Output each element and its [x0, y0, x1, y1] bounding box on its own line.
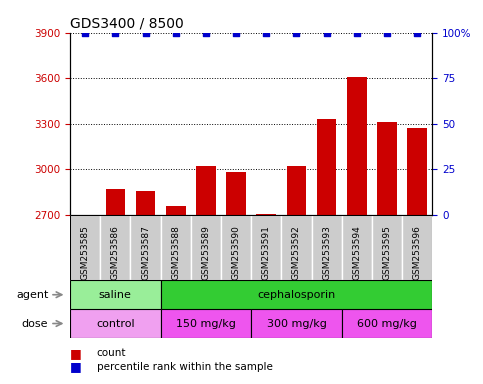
- Bar: [70, 215, 100, 280]
- Point: [413, 30, 421, 36]
- Text: dose: dose: [22, 318, 48, 329]
- Bar: [160, 280, 432, 309]
- Bar: [136, 191, 156, 215]
- Bar: [317, 119, 337, 215]
- Bar: [342, 215, 372, 280]
- Bar: [160, 309, 251, 338]
- Bar: [407, 128, 427, 215]
- Text: ■: ■: [70, 360, 82, 373]
- Text: GSM253585: GSM253585: [81, 225, 90, 280]
- Bar: [226, 172, 246, 215]
- Text: agent: agent: [16, 290, 48, 300]
- Bar: [221, 215, 251, 280]
- Bar: [251, 309, 342, 338]
- Bar: [160, 215, 191, 280]
- Point: [262, 30, 270, 36]
- Text: saline: saline: [99, 290, 132, 300]
- Text: GSM253590: GSM253590: [231, 225, 241, 280]
- Point: [142, 30, 149, 36]
- Bar: [166, 206, 185, 215]
- Text: percentile rank within the sample: percentile rank within the sample: [97, 362, 272, 372]
- Bar: [342, 309, 432, 338]
- Point: [202, 30, 210, 36]
- Point: [383, 30, 391, 36]
- Bar: [256, 214, 276, 215]
- Text: 600 mg/kg: 600 mg/kg: [357, 318, 417, 329]
- Bar: [191, 215, 221, 280]
- Text: GSM253591: GSM253591: [262, 225, 271, 280]
- Text: GSM253593: GSM253593: [322, 225, 331, 280]
- Bar: [312, 215, 342, 280]
- Text: GSM253594: GSM253594: [352, 225, 361, 280]
- Text: GSM253589: GSM253589: [201, 225, 211, 280]
- Text: ■: ■: [70, 347, 82, 360]
- Bar: [281, 215, 312, 280]
- Point: [172, 30, 180, 36]
- Point: [112, 30, 119, 36]
- Bar: [70, 280, 160, 309]
- Point: [293, 30, 300, 36]
- Text: control: control: [96, 318, 135, 329]
- Text: GSM253587: GSM253587: [141, 225, 150, 280]
- Bar: [196, 166, 216, 215]
- Text: 300 mg/kg: 300 mg/kg: [267, 318, 327, 329]
- Text: GSM253596: GSM253596: [412, 225, 422, 280]
- Bar: [402, 215, 432, 280]
- Bar: [130, 215, 160, 280]
- Bar: [372, 215, 402, 280]
- Bar: [377, 122, 397, 215]
- Text: 150 mg/kg: 150 mg/kg: [176, 318, 236, 329]
- Bar: [105, 189, 125, 215]
- Point: [81, 30, 89, 36]
- Text: GSM253592: GSM253592: [292, 225, 301, 280]
- Text: GSM253595: GSM253595: [383, 225, 392, 280]
- Point: [353, 30, 361, 36]
- Text: GSM253586: GSM253586: [111, 225, 120, 280]
- Text: GSM253588: GSM253588: [171, 225, 180, 280]
- Text: count: count: [97, 348, 126, 358]
- Bar: [251, 215, 281, 280]
- Bar: [70, 309, 160, 338]
- Point: [323, 30, 330, 36]
- Point: [232, 30, 240, 36]
- Text: GDS3400 / 8500: GDS3400 / 8500: [70, 16, 184, 30]
- Bar: [100, 215, 130, 280]
- Bar: [347, 77, 367, 215]
- Bar: [286, 166, 306, 215]
- Text: cephalosporin: cephalosporin: [257, 290, 336, 300]
